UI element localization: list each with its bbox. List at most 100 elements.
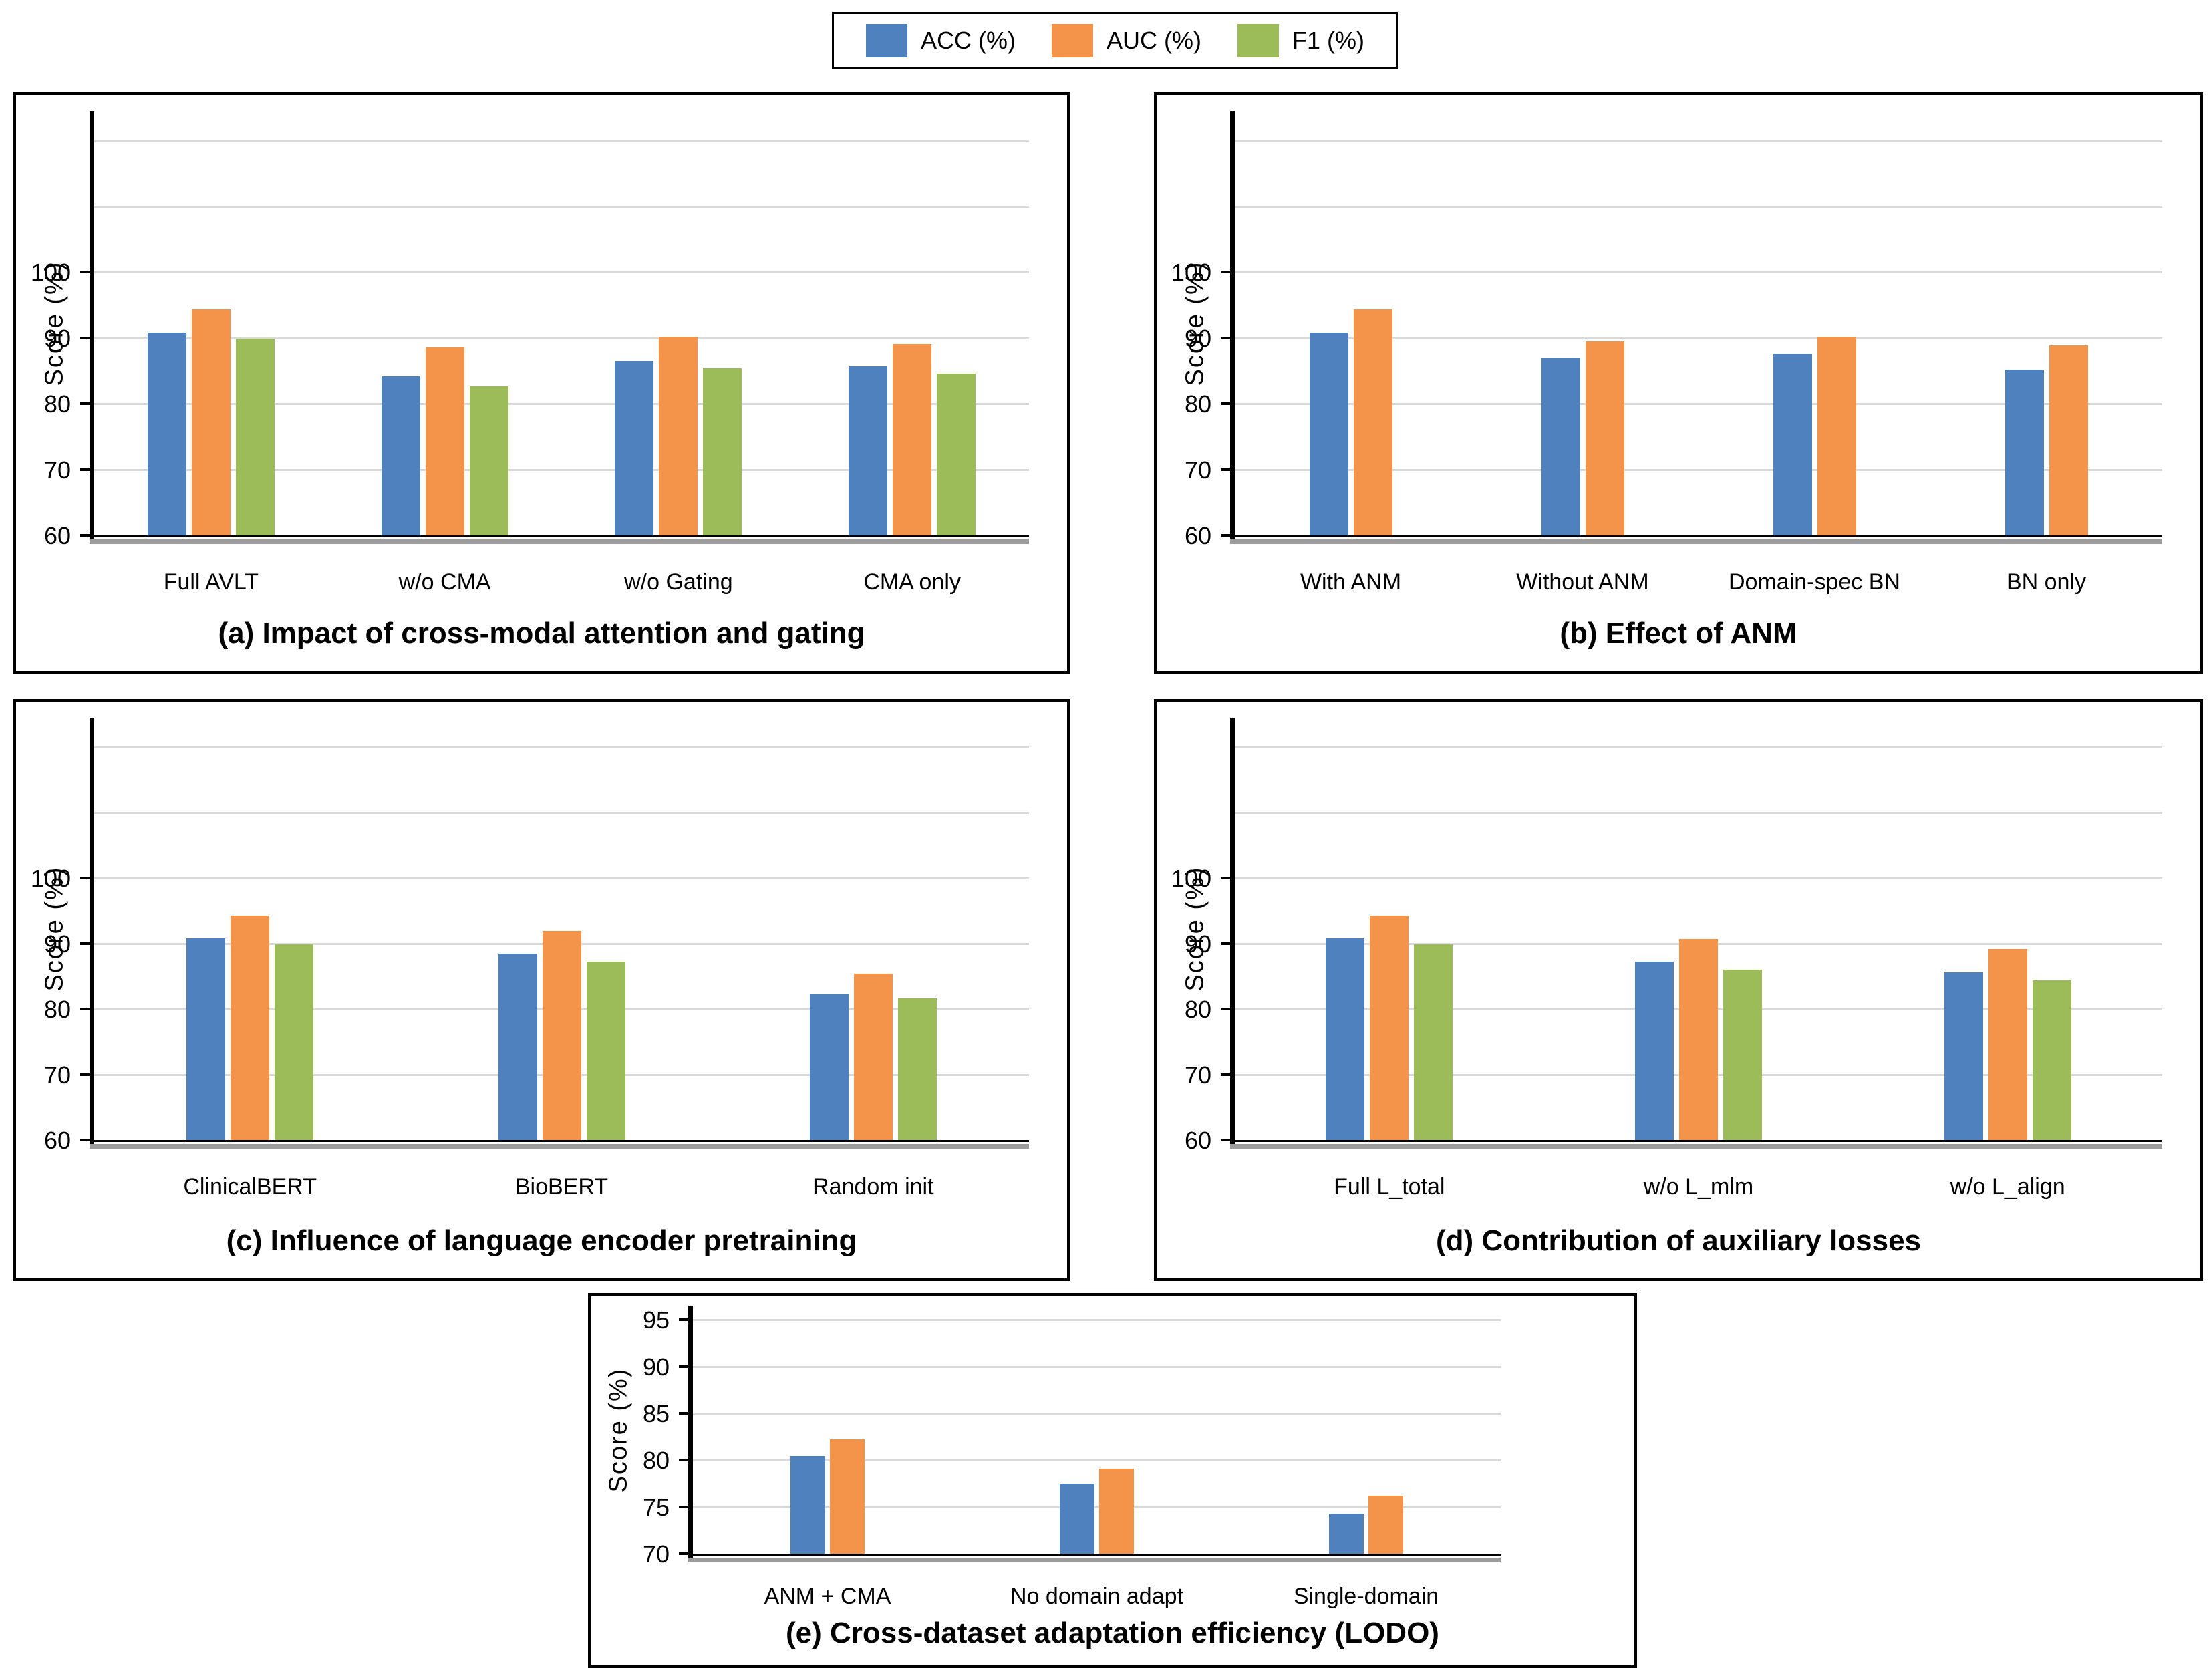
y-tick [80,468,90,471]
y-tick-label: 90 [1184,324,1211,352]
y-tick [1221,534,1230,537]
bar [849,366,888,535]
bar [1326,938,1365,1140]
x-category-label: Full AVLT [163,569,259,595]
gridline [94,403,1029,406]
y-tick [80,271,90,274]
panel-title: (b) Effect of ANM [1560,617,1797,650]
y-axis [1230,718,1235,1145]
x-category-label: BioBERT [514,1174,609,1200]
panel-title: (c) Influence of language encoder pretra… [226,1224,857,1257]
y-axis-title: Score (%) [1181,866,1209,992]
legend-label-acc: ACC (%) [921,27,1016,54]
bar [2049,345,2088,535]
y-axis [90,111,94,541]
bar [1060,1484,1094,1554]
gridline [1235,271,2162,274]
y-tick-label: 80 [43,996,71,1024]
y-tick-label: 90 [43,930,71,958]
x-axis-shadow [90,539,1029,544]
x-axis-shadow [1230,539,2162,544]
bar [1368,1496,1403,1554]
x-category-label: CMA only [863,569,961,595]
x-category-label: Random init [813,1174,934,1200]
bar [615,361,654,535]
panel-e: 70 75 80 85 90 95 ANM + CMA No domain adapt Sing… [588,1293,1637,1668]
y-axis-title: Score (%) [1181,261,1209,386]
x-axis-shadow [688,1558,1501,1562]
bar [191,309,231,535]
gridline [94,205,1029,208]
x-axis-shadow [1230,1144,2162,1149]
y-tick-label: 100 [1171,865,1211,893]
bar [1414,944,1453,1140]
y-axis-title: Score (%) [40,261,69,386]
y-tick-label: 60 [1184,522,1211,549]
gridline [94,812,1029,815]
bar [897,998,937,1140]
y-tick [679,1412,688,1415]
y-tick-label: 90 [1184,930,1211,958]
y-tick [1221,1139,1230,1141]
y-tick-label: 75 [642,1494,670,1521]
y-tick [1221,877,1230,880]
y-tick [679,1318,688,1321]
bar [1635,961,1674,1140]
y-tick-label: 90 [642,1353,670,1381]
x-category-label: Without ANM [1516,569,1649,595]
acc-swatch [866,24,907,57]
bar [790,1456,825,1554]
y-axis [688,1306,693,1559]
gridline [94,468,1029,471]
gridline [1235,468,2162,471]
gridline [94,337,1029,339]
bar [1099,1468,1134,1554]
gridline [693,1506,1501,1508]
x-axis [90,1140,1029,1142]
bar [937,373,976,535]
y-tick [80,534,90,537]
y-tick [80,877,90,880]
y-tick [1221,1008,1230,1011]
gridline [1235,746,2162,749]
gridline [1235,205,2162,208]
x-axis [90,535,1029,537]
y-tick-label: 70 [1184,456,1211,484]
x-category-label: With ANM [1300,569,1402,595]
bar [235,338,275,535]
y-tick [80,1139,90,1141]
y-tick [679,1365,688,1368]
bar [1723,970,1762,1140]
legend-label-auc: AUC (%) [1107,27,1201,54]
y-tick-label: 80 [1184,996,1211,1024]
bar [1541,358,1580,535]
y-tick [679,1506,688,1508]
bar [853,974,893,1140]
bar [1309,332,1348,535]
y-tick-label: 100 [30,259,71,287]
y-tick [80,402,90,406]
y-tick [80,1073,90,1076]
bar [425,347,464,535]
gridline [94,140,1029,142]
x-axis [1230,1140,2162,1142]
bar [2032,980,2071,1140]
x-category-label: Domain-spec BN [1729,569,1900,595]
bar [1773,354,1812,535]
y-tick [80,336,90,339]
bar [1370,915,1409,1140]
y-tick-label: 80 [1184,390,1211,418]
bar [498,953,537,1140]
gridline [693,1413,1501,1415]
gridline [94,271,1029,274]
bar [659,336,698,535]
legend-item-acc: ACC (%) [866,24,1016,57]
panel-title: (d) Contribution of auxiliary losses [1435,1224,1922,1257]
y-tick [1221,942,1230,946]
x-category-label: BN only [2006,569,2087,595]
panel-c: 60 70 80 90 100 ClinicalBERT BioBERT Random ini… [13,699,1070,1281]
y-tick-label: 60 [43,522,71,549]
panel-d: 60 70 80 90 100 Full L_total w/o L_mlm w/o L_al… [1154,699,2203,1281]
x-category-label: No domain adapt [1010,1584,1183,1609]
